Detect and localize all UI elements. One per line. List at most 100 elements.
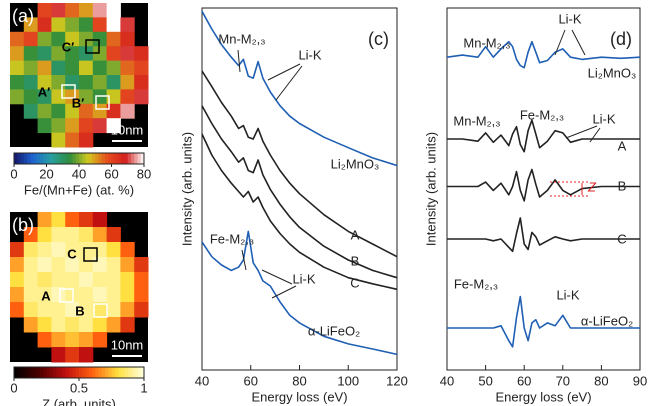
colorbar-segment: [98, 367, 103, 378]
x-tick-label: 90: [633, 373, 647, 388]
colorbar-segment: [98, 153, 103, 164]
annotation: Fe-M₂,₃: [210, 231, 254, 246]
map-cell: [23, 317, 39, 333]
region-box: [85, 39, 100, 54]
colorbar-segment: [134, 153, 138, 164]
annotation-arrow: [275, 65, 303, 101]
map-cell: [37, 3, 52, 18]
colorbar-segment: [131, 153, 135, 164]
map-cell: [120, 302, 135, 318]
map-cell: [10, 257, 25, 273]
map-cell: [51, 17, 66, 33]
spectrum-line: [201, 230, 398, 356]
colorbar-segment: [121, 367, 125, 378]
map-cell: [92, 75, 108, 90]
map-cell: [23, 242, 39, 258]
colorbar-segment: [127, 367, 132, 378]
colorbar-segment: [131, 367, 135, 378]
map-cell: [134, 89, 149, 105]
map-cell: [92, 302, 108, 318]
map-cell: [37, 302, 52, 318]
map-cell: [23, 31, 39, 47]
colorbar-segment: [124, 153, 129, 164]
colorbar-segment: [72, 367, 77, 378]
series-label: Li₂MnO₃: [588, 65, 637, 80]
map-cell: [37, 118, 52, 134]
map-cell: [65, 31, 80, 47]
map-cell: [92, 212, 108, 228]
x-tick-label: 120: [386, 373, 408, 388]
map-cell: [65, 257, 80, 273]
map-cell: [51, 118, 66, 134]
annotation-arrow: [565, 125, 598, 139]
map-cell: [51, 272, 66, 288]
region-box: [61, 84, 76, 99]
colorbar-segment: [95, 153, 99, 164]
map-cell: [37, 75, 52, 90]
map-cell: [120, 31, 135, 47]
annotation: Li-K: [558, 11, 581, 26]
colorbar-segment: [59, 153, 64, 164]
colorbar-segment: [134, 367, 138, 378]
map-cell: [106, 242, 121, 258]
colorbar-segment: [33, 153, 38, 164]
map-cell: [37, 212, 52, 228]
spectrum-line: [447, 168, 640, 202]
map-cell: [92, 272, 108, 288]
map-cell: [65, 332, 80, 348]
spectrum-line: [201, 10, 398, 167]
colorbar-segment: [85, 367, 90, 378]
map-cell: [51, 302, 66, 318]
colorbar-segment: [118, 367, 122, 378]
annotation-arrow: [267, 63, 301, 81]
map-cell: [51, 347, 66, 363]
map-cell: [79, 103, 94, 119]
colorbar-tick-label: 0.5: [70, 380, 88, 395]
colorbar-segment: [46, 367, 51, 378]
region-label: C: [67, 246, 77, 261]
colorbar-segment: [95, 367, 99, 378]
map-cell: [79, 317, 94, 333]
map-cell: [79, 60, 94, 76]
map-cell: [79, 212, 94, 228]
panel-label: (d): [610, 29, 632, 49]
map-cell: [51, 75, 66, 90]
colorbar-segment: [56, 153, 60, 164]
colorbar-segment: [79, 367, 83, 378]
map-cell: [79, 257, 94, 273]
map-cell: [106, 317, 121, 333]
annotation-arrow: [241, 249, 247, 271]
map-cell: [79, 287, 94, 303]
colorbar-segment: [53, 153, 57, 164]
map-cell: [120, 287, 135, 303]
x-tick-label: 60: [517, 373, 531, 388]
map-cell: [23, 272, 39, 288]
spectrum-line: [447, 119, 640, 153]
annotation: Mn-M₂,₃: [463, 35, 510, 50]
map-cell: [106, 46, 121, 62]
map-cell: [106, 60, 121, 76]
series-label: Li₂MnO₃: [331, 156, 380, 171]
map-cell: [120, 242, 135, 258]
colorbar-segment: [30, 367, 34, 378]
colorbar-segment: [75, 153, 80, 164]
map-cell: [106, 103, 121, 119]
colorbar-segment: [43, 367, 47, 378]
map-cell: [120, 103, 135, 119]
colorbar-segment: [66, 367, 70, 378]
map-cell: [51, 103, 66, 119]
map-cell: [37, 17, 52, 33]
colorbar-segment: [114, 153, 119, 164]
map-cell: [134, 46, 149, 62]
y-axis-label: Intensity (arb. units): [423, 132, 438, 246]
spectrum-line: [447, 217, 640, 253]
map-cell: [37, 287, 52, 303]
map-cell: [10, 60, 25, 76]
colorbar-segment: [40, 153, 44, 164]
map-cell: [65, 317, 80, 333]
annotation-arrow: [271, 285, 297, 299]
map-cell: [65, 60, 80, 76]
x-tick-label: 40: [195, 373, 209, 388]
map-cell: [51, 287, 66, 303]
